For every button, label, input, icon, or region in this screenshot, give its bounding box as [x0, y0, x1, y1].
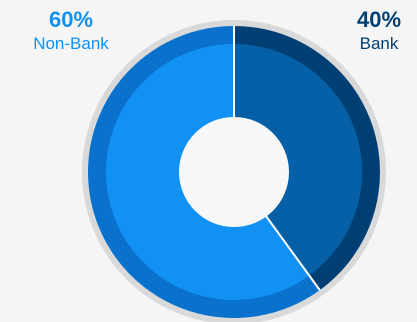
- donut-hole: [179, 117, 289, 227]
- bank-label: Bank: [359, 34, 399, 54]
- bank-callout: 40% Bank: [338, 7, 417, 54]
- bank-slice: [234, 44, 362, 276]
- bank-percent: 40%: [356, 7, 402, 32]
- non-bank-label: Non-Bank: [33, 34, 109, 54]
- non-bank-percent: 60%: [48, 7, 94, 32]
- non-bank-callout: 60% Non-Bank: [8, 7, 134, 54]
